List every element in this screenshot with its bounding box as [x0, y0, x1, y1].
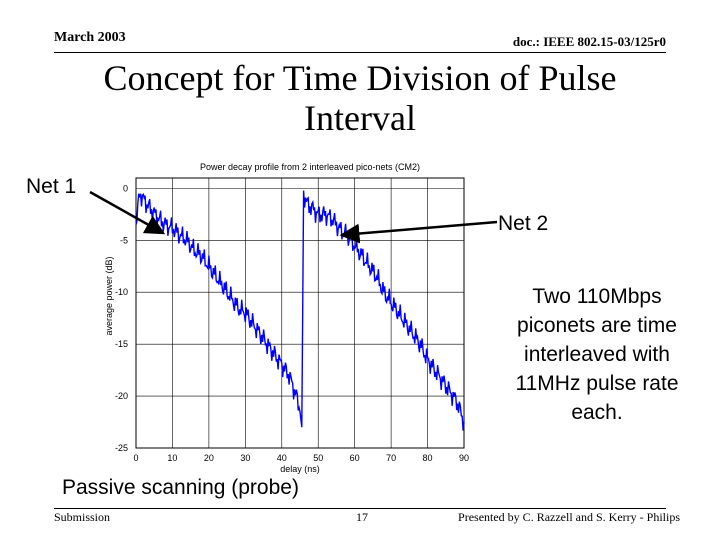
net2-label: Net 2 [498, 212, 549, 235]
y-tick-label: -10 [115, 287, 128, 297]
x-tick-label: 90 [459, 453, 469, 463]
y-tick-label: -25 [115, 443, 128, 453]
plot-frame [135, 177, 465, 449]
y-axis-label: average power (dB) [104, 256, 114, 335]
header-date: March 2003 [54, 30, 126, 45]
series-line-power [135, 190, 465, 431]
grid-lines [135, 178, 465, 449]
x-tick-label: 60 [350, 453, 360, 463]
y-tick-label: -5 [120, 235, 128, 245]
x-tick-label: 30 [240, 453, 250, 463]
x-tick-label: 20 [204, 453, 214, 463]
header-divider [54, 52, 666, 53]
x-tick-label: 0 [133, 453, 138, 463]
tick-labels: 0 10 20 30 40 50 60 70 80 90 0 -5 -10 -15 -20 -25 [115, 183, 469, 463]
y-tick-label: -15 [115, 339, 128, 349]
footer-page-number: 17 [356, 510, 368, 524]
net1-label: Net 1 [26, 175, 77, 198]
footer-divider [54, 508, 666, 509]
x-tick-label: 70 [386, 453, 396, 463]
x-axis-label: delay (ns) [280, 464, 320, 474]
passive-scanning-caption: Passive scanning (probe) [62, 476, 299, 499]
slide-title: Concept for Time Division of Pulse Inter… [103, 58, 617, 138]
piconet-note: Two 110Mbps piconets are time interleave… [515, 285, 679, 424]
chart-title: Power decay profile from 2 interleaved p… [200, 162, 420, 172]
footer-submission: Submission [54, 510, 111, 524]
x-tick-label: 50 [313, 453, 323, 463]
x-tick-label: 40 [277, 453, 287, 463]
y-tick-label: -20 [115, 391, 128, 401]
x-tick-label: 80 [423, 453, 433, 463]
net1-arrow [89, 190, 166, 235]
x-tick-label: 10 [167, 453, 177, 463]
net2-arrow [339, 220, 498, 244]
y-tick-label: 0 [123, 183, 128, 193]
header-doc-id: doc.: IEEE 802.15-03/125r0 [512, 34, 666, 49]
footer-presenter: Presented by C. Razzell and S. Kerry - P… [458, 510, 680, 524]
